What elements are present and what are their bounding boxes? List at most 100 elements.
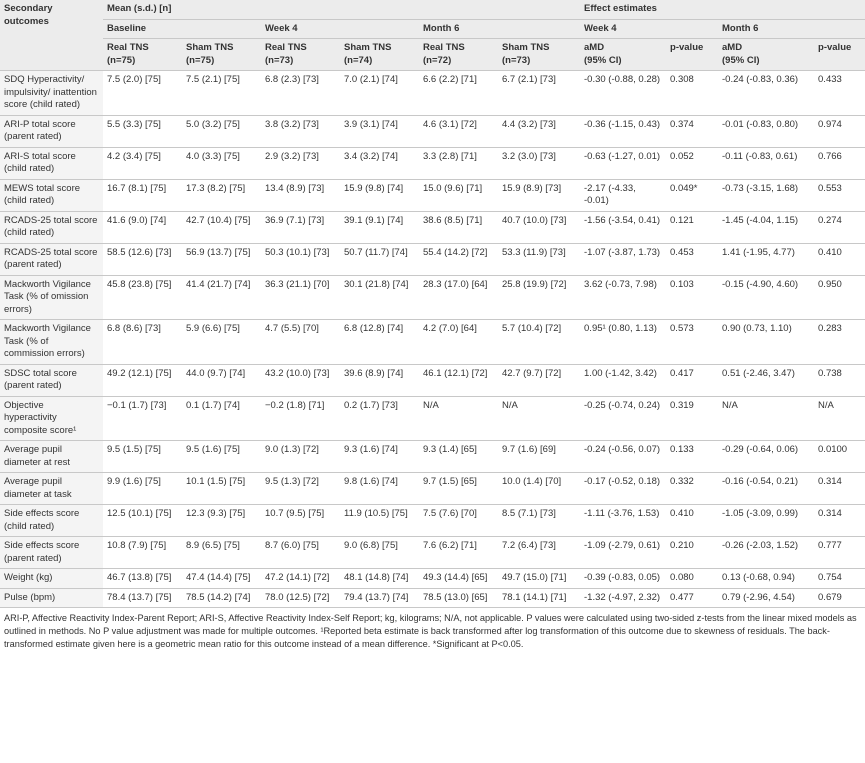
cell: 5.0 (3.2) [75] [182,114,261,147]
header-row: Baseline Week 4 Month 6 Week 4 Month 6 [0,18,865,39]
cell: -0.29 (-0.64, 0.06) [718,440,815,473]
cell: 3.2 (3.0) [73] [498,146,581,179]
cell: 47.4 (14.4) [75] [182,568,261,588]
cell: 41.6 (9.0) [74] [103,210,182,243]
table-row: ARI-P total score (parent rated) 5.5 (3.3… [0,114,865,147]
group-header: Effect estimates [580,0,865,19]
cell: 58.5 (12.6) [73] [103,242,182,275]
cell: 4.4 (3.2) [73] [498,114,581,147]
table-row: Objective hyperactivity composite score¹… [0,395,865,441]
row-label: Average pupil diameter at task [0,472,103,505]
row-label: ARI-S total score (child rated) [0,146,103,179]
cell: -1.05 (-3.09, 0.99) [718,504,815,537]
cell: 9.0 (1.3) [72] [261,440,340,473]
column-header-line: Real TNS [423,42,465,53]
cell: 56.9 (13.7) [75] [182,242,261,275]
cell: 4.7 (5.5) [70] [261,319,340,364]
cell: 0.332 [666,472,719,505]
cell: 79.4 (13.7) [74] [340,587,419,608]
group-header: Month 6 [419,18,581,39]
cell: 0.314 [814,472,865,505]
cell: -1.09 (-2.79, 0.61) [580,536,667,569]
table-row: ARI-S total score (child rated) 4.2 (3.4)… [0,146,865,179]
cell: 44.0 (9.7) [74] [182,363,261,396]
table-row: RCADS-25 total score (child rated) 41.6 (… [0,210,865,243]
cell: 55.4 (14.2) [72] [419,242,498,275]
cell: -0.24 (-0.83, 0.36) [718,70,815,115]
cell: 0.133 [666,440,719,473]
cell: -0.36 (-1.15, 0.43) [580,114,667,147]
cell: 0.417 [666,363,719,396]
cell: 9.8 (1.6) [74] [340,472,419,505]
row-label: MEWS total score (child rated) [0,178,103,211]
cell: 45.8 (23.8) [75] [103,274,182,320]
row-label: Average pupil diameter at rest [0,440,103,473]
cell: 4.0 (3.3) [75] [182,146,261,179]
cell: -1.11 (-3.76, 1.53) [580,504,667,537]
cell: 15.9 (8.9) [73] [498,178,581,211]
cell: 8.7 (6.0) [75] [261,536,340,569]
cell: 9.7 (1.5) [65] [419,472,498,505]
cell: 2.9 (3.2) [73] [261,146,340,179]
cell: 10.7 (9.5) [75] [261,504,340,537]
cell: 0.0100 [814,440,865,473]
row-label: RCADS-25 total score (parent rated) [0,242,103,275]
column-header: Real TNS (n=73) [261,38,340,71]
cell: 9.9 (1.6) [75] [103,472,182,505]
column-header-line: (n=73) [265,54,294,66]
row-label: Side effects score (parent rated) [0,536,103,569]
column-header-line: (n=73) [502,54,531,66]
cell: 42.7 (10.4) [75] [182,210,261,243]
table-row: Mackworth Vigilance Task (% of commissio… [0,319,865,364]
cell: 25.8 (19.9) [72] [498,274,581,320]
column-header-line: Sham TNS [344,42,392,53]
column-header-line: (95% CI) [722,54,760,66]
cell: 49.3 (14.4) [65] [419,568,498,588]
cell: 40.7 (10.0) [73] [498,210,581,243]
column-header-line: p-value [670,42,704,53]
table-row: Side effects score (parent rated) 10.8 (7… [0,536,865,569]
column-header: Real TNS (n=75) [103,38,182,71]
cell: 46.1 (12.1) [72] [419,363,498,396]
cell: 7.0 (2.1) [74] [340,70,419,115]
cell: 6.6 (2.2) [71] [419,70,498,115]
column-header: Secondary outcomes [0,0,103,71]
cell: 10.0 (1.4) [70] [498,472,581,505]
cell: 6.7 (2.1) [73] [498,70,581,115]
cell: 78.5 (13.0) [65] [419,587,498,608]
row-label: Objective hyperactivity composite score¹ [0,395,103,441]
cell: 48.1 (14.8) [74] [340,568,419,588]
cell: 0.950 [814,274,865,320]
cell: 46.7 (13.8) [75] [103,568,182,588]
cell: 78.0 (12.5) [72] [261,587,340,608]
cell: 9.7 (1.6) [69] [498,440,581,473]
cell: 0.974 [814,114,865,147]
cell: 30.1 (21.8) [74] [340,274,419,320]
cell: 38.6 (8.5) [71] [419,210,498,243]
row-label: Mackworth Vigilance Task (% of commissio… [0,319,103,364]
cell: 4.6 (3.1) [72] [419,114,498,147]
cell: -0.16 (-0.54, 0.21) [718,472,815,505]
cell: 0.453 [666,242,719,275]
table-row: Average pupil diameter at rest 9.5 (1.5) … [0,440,865,473]
column-header-line: aMD [584,42,605,53]
cell: 16.7 (8.1) [75] [103,178,182,211]
group-header: Week 4 [261,18,419,39]
cell: 9.3 (1.6) [74] [340,440,419,473]
column-header: p-value [814,38,865,71]
cell: 9.5 (1.6) [75] [182,440,261,473]
cell: 39.6 (8.9) [74] [340,363,419,396]
table-row: Average pupil diameter at task 9.9 (1.6) … [0,472,865,505]
column-header-line: Sham TNS [502,42,550,53]
cell: 42.7 (9.7) [72] [498,363,581,396]
cell: 3.3 (2.8) [71] [419,146,498,179]
cell: 49.7 (15.0) [71] [498,568,581,588]
table-row: Pulse (bpm) 78.4 (13.7) [75] 78.5 (14.2) [… [0,587,865,608]
column-header: Real TNS (n=72) [419,38,498,71]
cell: 5.5 (3.3) [75] [103,114,182,147]
cell: -0.01 (-0.83, 0.80) [718,114,815,147]
table-row: MEWS total score (child rated) 16.7 (8.1)… [0,178,865,211]
cell: 12.3 (9.3) [75] [182,504,261,537]
cell: −0.1 (1.7) [73] [103,395,182,441]
table-row: SDSC total score (parent rated) 49.2 (12.… [0,363,865,396]
